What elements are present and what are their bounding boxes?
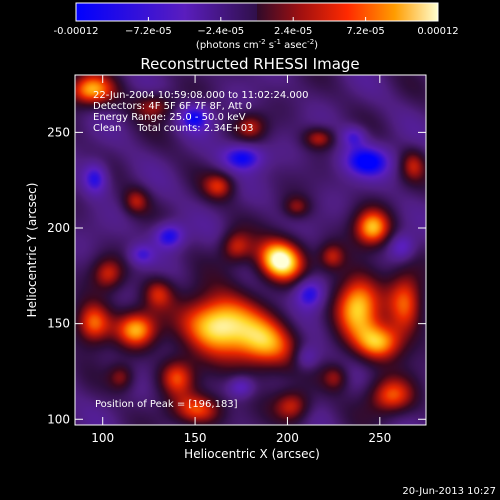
colorbar-tick-label: −2.4e-05: [197, 26, 244, 37]
colorbar-tick-label: 0.00012: [417, 26, 458, 37]
info-line-energy: Energy Range: 25.0 - 50.0 keV: [93, 112, 246, 123]
x-tick-label: 250: [368, 431, 391, 445]
y-tick-label: 150: [47, 317, 70, 331]
peak-position-label: Position of Peak = [196,183]: [95, 399, 238, 410]
colorbar: -0.00012 −7.2e-05 −2.4e-05 2.4e-05 7.2e-05 0.…: [54, 2, 459, 51]
info-block: 22-Jun-2004 10:59:08.000 to 11:02:24.000…: [93, 90, 309, 134]
chart-title: Reconstructed RHESSI Image: [140, 55, 359, 73]
footer-date: 20-Jun-2013 10:27: [402, 486, 496, 497]
y-tick-label: 100: [47, 412, 70, 426]
y-tick-label: 200: [47, 221, 70, 235]
x-tick-label: 200: [276, 431, 299, 445]
colorbar-tick-label: 7.2e-05: [346, 26, 384, 37]
plot-frame: [74, 74, 427, 426]
plot-area: 100 150 200 250 100 150 200 250: [47, 74, 427, 445]
info-line-counts: Clean Total counts: 2.34E+03: [93, 123, 253, 134]
y-axis-label: Heliocentric Y (arcsec): [25, 183, 39, 318]
colorbar-ticks: -0.00012 −7.2e-05 −2.4e-05 2.4e-05 7.2e-05 0.…: [54, 17, 459, 37]
colorbar-gradient: [75, 2, 439, 22]
x-axis-label: Heliocentric X (arcsec): [184, 447, 320, 461]
x-tick-label: 150: [184, 431, 207, 445]
info-line-detectors: Detectors: 4F 5F 6F 7F 8F, Att 0: [93, 101, 252, 112]
axis-ticks: 100 150 200 250 100 150 200 250: [47, 75, 426, 445]
y-tick-label: 250: [47, 125, 70, 139]
colorbar-tick-label: −7.2e-05: [125, 26, 172, 37]
colorbar-tick-label: 2.4e-05: [274, 26, 312, 37]
colorbar-tick-label: -0.00012: [54, 26, 99, 37]
info-line-time: 22-Jun-2004 10:59:08.000 to 11:02:24.000: [93, 90, 309, 101]
colorbar-units-label: (photons cm-2 s-1 asec-2): [196, 38, 318, 51]
x-tick-label: 100: [91, 431, 114, 445]
heatmap-image: [75, 75, 426, 425]
